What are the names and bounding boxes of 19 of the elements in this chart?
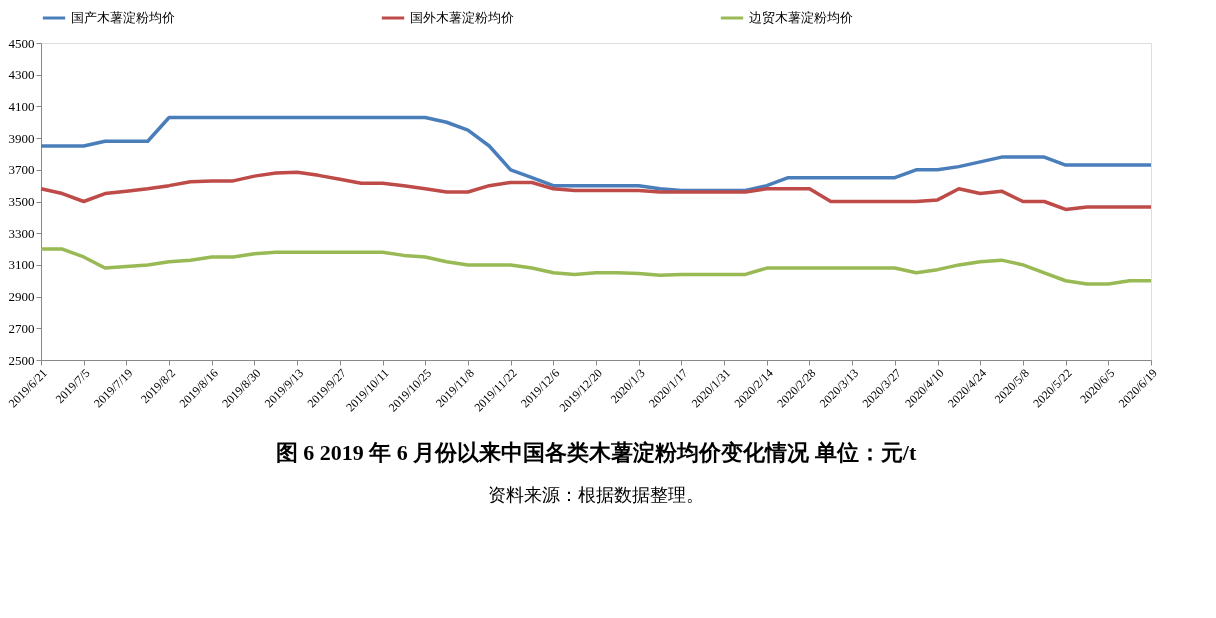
y-tick-label: 2700 — [8, 320, 35, 336]
y-tick-label: 2500 — [8, 352, 35, 368]
y-tick-label: 3100 — [8, 257, 35, 273]
y-tick-label: 4300 — [8, 67, 35, 83]
legend-label: 国外木薯淀粉均价 — [410, 10, 514, 25]
y-tick-label: 3500 — [8, 194, 35, 209]
y-tick-label: 3900 — [8, 130, 35, 146]
y-tick-label: 4100 — [8, 98, 35, 114]
line-series — [39, 247, 1153, 286]
text: 资料来源：根据数据整理。 — [488, 485, 704, 506]
y-tick-label: 3300 — [8, 225, 35, 241]
legend-label: 国产木薯淀粉均价 — [71, 10, 175, 25]
y-tick-label: 2900 — [8, 289, 35, 305]
line-series — [39, 170, 1153, 212]
y-tick-label: 3700 — [8, 162, 35, 178]
line-series — [39, 115, 1153, 193]
y-tick-label: 4500 — [8, 35, 35, 51]
legend-label: 边贸木薯淀粉均价 — [749, 10, 853, 25]
text: 图 6 2019 年 6 月份以来中国各类木薯淀粉均价变化情况 单位：元/t — [275, 440, 917, 466]
